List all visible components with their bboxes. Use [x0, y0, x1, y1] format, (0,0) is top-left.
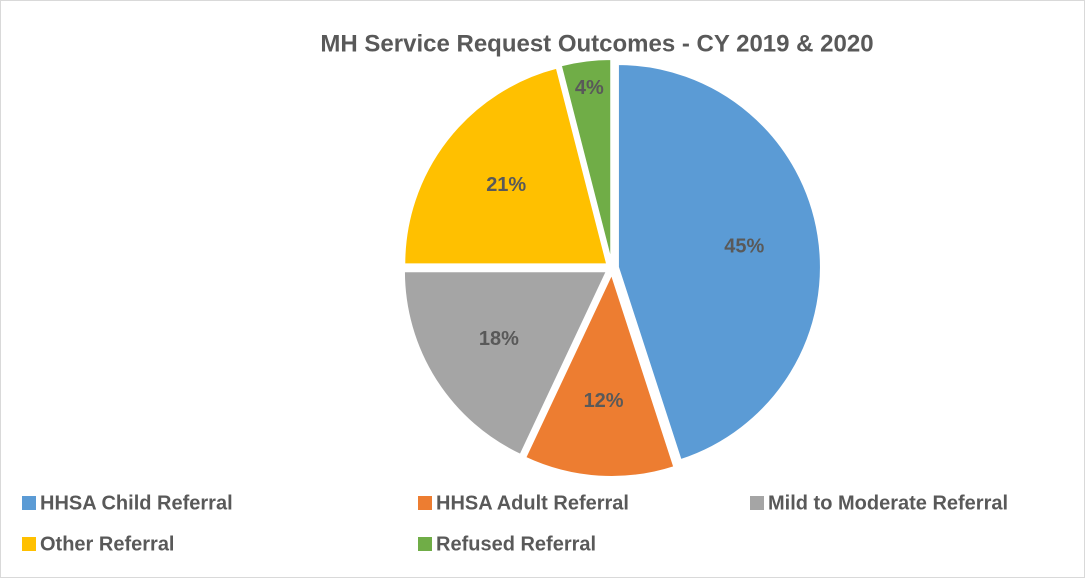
chart-title: MH Service Request Outcomes - CY 2019 & … — [320, 30, 873, 57]
data-label: 12% — [584, 390, 624, 412]
pie-slice — [403, 66, 609, 266]
data-label: 4% — [575, 77, 604, 99]
pie-slice — [559, 58, 613, 263]
legend-label: Refused Referral — [436, 533, 596, 555]
legend-label: Other Referral — [40, 533, 175, 555]
legend-label: Mild to Moderate Referral — [768, 492, 1008, 514]
pie-slice — [523, 271, 676, 478]
data-label: 21% — [486, 174, 526, 196]
legend-label: HHSA Child Referral — [40, 492, 233, 514]
legend-swatch — [22, 537, 36, 551]
pie-slice — [402, 270, 609, 457]
legend-label: HHSA Adult Referral — [436, 492, 629, 514]
legend-swatch — [22, 496, 36, 510]
pie-slice — [616, 63, 822, 462]
legend-swatch — [750, 496, 764, 510]
data-label: 18% — [479, 328, 519, 350]
data-label: 45% — [724, 235, 764, 257]
legend-swatch — [418, 537, 432, 551]
legend-swatch — [418, 496, 432, 510]
